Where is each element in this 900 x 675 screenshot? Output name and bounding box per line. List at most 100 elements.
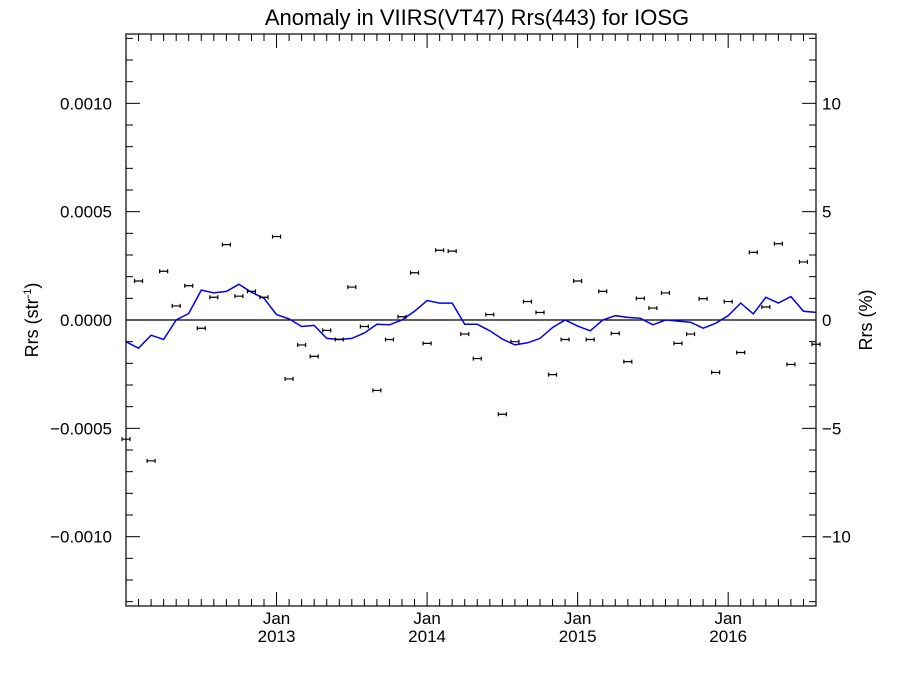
anomaly-point: [485, 312, 495, 317]
x-tick-label-year: 2015: [559, 627, 597, 646]
anomaly-point-error-bar: [347, 285, 357, 290]
plot-frame: [125, 33, 817, 607]
anomaly-point-error-bar: [698, 296, 708, 301]
anomaly-point: [209, 295, 219, 300]
anomaly-point-error-bar: [711, 370, 721, 375]
anomaly-point: [723, 299, 733, 304]
anomaly-point: [748, 250, 758, 255]
anomaly-point: [221, 242, 231, 247]
anomaly-point-error-bar: [547, 372, 558, 377]
anomaly-point: [460, 332, 470, 337]
anomaly-point: [372, 388, 382, 393]
y-left-tick-label: 0.0005: [60, 203, 112, 222]
x-tick-label-month: Jan: [714, 609, 741, 628]
anomaly-point-error-bar: [773, 241, 783, 246]
anomaly-point: [522, 299, 533, 304]
anomaly-point-error-bar: [133, 279, 144, 283]
anomaly-point: [673, 341, 683, 346]
anomaly-point-error-bar: [610, 331, 620, 336]
x-tick-label-year: 2014: [408, 627, 446, 646]
anomaly-point: [359, 324, 369, 329]
anomaly-point-error-bar: [535, 310, 545, 315]
anomaly-point-error-bar: [635, 296, 645, 301]
anomaly-point-error-bar: [334, 337, 344, 342]
anomaly-point: [146, 458, 156, 463]
anomaly-point: [196, 326, 206, 331]
anomaly-point-error-bar: [736, 350, 746, 355]
anomaly-point: [133, 279, 144, 283]
anomaly-point: [497, 412, 507, 417]
axis-ticks: [126, 34, 816, 606]
anomaly-point: [384, 337, 395, 342]
anomaly-point: [309, 354, 319, 359]
anomaly-point-error-bar: [748, 250, 758, 255]
anomaly-point: [422, 341, 432, 346]
anomaly-point: [159, 269, 169, 274]
anomaly-point-error-bar: [422, 341, 432, 346]
anomaly-point-error-bar: [171, 303, 181, 308]
anomaly-point: [547, 372, 558, 377]
anomaly-point-error-bar: [397, 314, 407, 319]
anomaly-point: [560, 337, 570, 342]
anomaly-point: [510, 339, 520, 344]
anomaly-point: [635, 296, 645, 301]
anomaly-point: [347, 285, 357, 290]
x-tick-label-year: 2013: [258, 627, 296, 646]
anomaly-point: [773, 241, 783, 246]
anomaly-point-error-bar: [472, 356, 482, 361]
anomaly-point-error-bar: [271, 234, 282, 239]
anomaly-point-error-bar: [798, 259, 809, 264]
anomaly-point: [234, 294, 244, 299]
x-tick-label-year: 2016: [709, 627, 747, 646]
anomaly-point: [409, 270, 420, 275]
x-tick-label-month: Jan: [413, 609, 440, 628]
anomaly-point: [284, 376, 294, 381]
y-axis-label-left: Rrs (str-1): [22, 283, 42, 358]
y-left-tick-label: −0.0005: [50, 419, 112, 438]
anomaly-point: [585, 337, 595, 342]
anomaly-point: [171, 303, 181, 308]
anomaly-point: [711, 370, 721, 375]
anomaly-point: [271, 234, 282, 239]
anomaly-point: [660, 290, 671, 295]
y-axis-label-right: Rrs (%): [856, 290, 876, 351]
y-right-tick-label: −10: [822, 528, 851, 547]
y-left-tick-label: −0.0010: [50, 528, 112, 547]
anomaly-point: [259, 295, 269, 300]
anomaly-point-error-bar: [522, 299, 533, 304]
anomaly-point-error-bar: [196, 326, 206, 331]
anomaly-point: [447, 249, 457, 254]
anomaly-point-error-bar: [673, 341, 683, 346]
anomaly-point-error-bar: [284, 376, 294, 381]
anomaly-point: [648, 306, 658, 311]
anomaly-point-error-bar: [485, 312, 495, 317]
anomaly-point-error-bar: [460, 332, 470, 337]
smoothed-anomaly-polyline: [125, 283, 817, 350]
anomaly-point: [698, 296, 708, 301]
anomaly-point: [610, 331, 620, 336]
anomaly-point-error-bar: [723, 299, 733, 304]
anomaly-point-error-bar: [159, 269, 169, 274]
anomaly-point-error-bar: [146, 458, 156, 463]
y-left-tick-label: 0.0010: [60, 94, 112, 113]
anomaly-point-error-bar: [322, 328, 332, 333]
anomaly-point-error-bar: [209, 295, 219, 300]
anomaly-point: [798, 259, 809, 264]
anomaly-point-error-bar: [497, 412, 507, 417]
chart-title: Anomaly in VIIRS(VT47) Rrs(443) for IOSG: [265, 5, 689, 30]
anomaly-point-error-bar: [384, 337, 395, 342]
anomaly-point-error-bar: [259, 295, 269, 300]
tick-labels: Jan2013Jan2014Jan2015Jan20160.00100.0005…: [50, 94, 851, 646]
anomaly-point-error-bar: [648, 306, 658, 311]
anomaly-point-error-bar: [184, 283, 194, 288]
y-right-tick-label: 10: [822, 94, 841, 113]
anomaly-point-error-bar: [786, 362, 796, 367]
anomaly-point: [535, 310, 545, 315]
anomaly-point-error-bar: [447, 249, 457, 254]
x-tick-label-month: Jan: [564, 609, 591, 628]
anomaly-point-error-bar: [623, 359, 633, 364]
y-right-tick-label: −5: [822, 419, 841, 438]
monthly-anomaly-points: [121, 234, 821, 463]
anomaly-point-error-bar: [660, 290, 671, 295]
